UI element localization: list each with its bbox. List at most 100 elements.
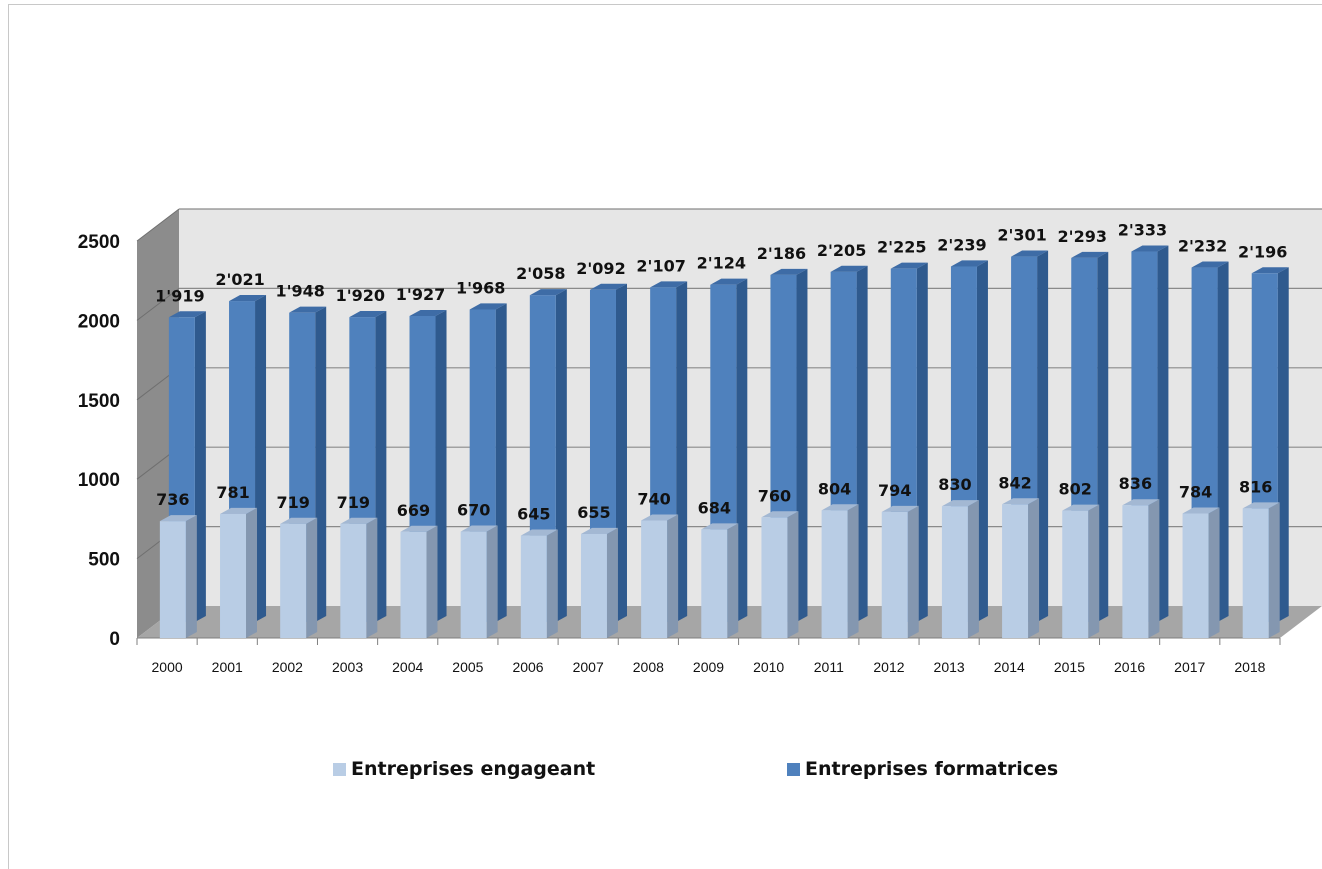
bar-formatrices [589, 283, 627, 622]
data-label: 1'920 [336, 286, 385, 305]
data-label: 2'124 [697, 254, 746, 273]
bar-engageant [580, 527, 618, 638]
x-tick-label: 2010 [753, 659, 784, 675]
x-tick-label: 2007 [573, 659, 604, 675]
chart-frame [8, 4, 1322, 869]
bar-engageant [1002, 498, 1040, 638]
bar-top [280, 517, 318, 524]
bar-side [185, 515, 197, 638]
x-axis: 2000 2001 2002 2003 2004 2005 2006 2007 2008 2009… [136, 637, 1281, 675]
data-label: 669 [397, 501, 430, 520]
bar-side [1088, 504, 1100, 638]
data-label: 719 [337, 493, 370, 512]
bar-engageant [761, 511, 799, 638]
bar-top [1191, 261, 1229, 268]
bar-front [641, 520, 668, 638]
data-label: 1'919 [155, 286, 204, 305]
bar-side [967, 500, 979, 638]
bar-top [941, 500, 979, 507]
legend-item-engageant: Entreprises engageant [333, 758, 595, 780]
bar-side [555, 289, 567, 622]
data-label: 2'301 [997, 226, 1046, 245]
bar-top [520, 529, 558, 536]
bar-top [220, 507, 258, 514]
legend-swatch [333, 762, 346, 776]
data-label: 2'092 [576, 259, 625, 278]
data-label: 2'232 [1178, 237, 1227, 256]
x-tick-label: 2018 [1234, 659, 1265, 675]
bar-front [220, 513, 247, 638]
data-label: 804 [818, 479, 851, 498]
bar-top [340, 517, 378, 524]
bar-side [1157, 245, 1169, 622]
y-tick-label: 1500 [78, 391, 120, 412]
x-tick-label: 2004 [392, 659, 423, 675]
legend-label: Entreprises formatrices [805, 758, 1059, 780]
bar-top [1182, 507, 1220, 514]
bar-front [1002, 504, 1029, 638]
data-label: 2'058 [516, 264, 565, 283]
x-tick-label: 2005 [452, 659, 483, 675]
bar-side [787, 511, 799, 638]
x-tick-label: 2015 [1054, 659, 1085, 675]
x-tick-label: 2017 [1174, 659, 1205, 675]
bar-side [315, 306, 327, 622]
data-label: 802 [1059, 480, 1092, 499]
data-label: 684 [698, 498, 731, 517]
y-tick-label: 1000 [78, 470, 120, 491]
bar-engageant [159, 515, 197, 638]
data-label: 670 [457, 501, 490, 520]
bar-front [761, 517, 788, 638]
y-tick-label: 2500 [78, 232, 120, 253]
legend-label: Entreprises engageant [351, 758, 596, 780]
bar-top [168, 311, 206, 318]
x-tick-label: 2006 [512, 659, 543, 675]
bar-front [159, 521, 186, 638]
legend-swatch [787, 762, 800, 776]
bar-side [306, 517, 318, 638]
bar-top [761, 511, 799, 518]
bar-engageant [701, 523, 739, 638]
bar-side [847, 504, 859, 638]
bar-side [1037, 250, 1049, 622]
data-label: 836 [1119, 474, 1152, 493]
data-label: 2'107 [636, 256, 685, 275]
x-tick-label: 2016 [1114, 659, 1145, 675]
data-label: 2'186 [757, 244, 806, 263]
bar-top [1071, 251, 1109, 258]
x-tick-label: 2009 [693, 659, 724, 675]
data-label: 2'293 [1058, 227, 1107, 246]
bar-top [1242, 502, 1280, 509]
bar-top [1011, 250, 1049, 257]
bar-front [1182, 513, 1209, 638]
bar-engageant [1242, 502, 1280, 638]
bar-front [580, 533, 607, 638]
bar-side [194, 311, 206, 622]
data-label: 719 [276, 493, 309, 512]
bar-top [229, 295, 267, 302]
bar-engageant [881, 505, 919, 638]
bar-side [1028, 498, 1040, 638]
bar-front [1242, 508, 1269, 638]
bar-side [495, 303, 507, 622]
bar-engageant [1182, 507, 1220, 638]
bar-engageant [280, 517, 318, 638]
bar-front [340, 523, 367, 638]
bar-engageant [641, 514, 679, 638]
bar-engageant [460, 525, 498, 638]
bar-engageant [1062, 504, 1100, 638]
bar-front [520, 535, 547, 638]
data-label: 2'205 [817, 241, 866, 260]
bar-front [821, 510, 848, 638]
x-tick-label: 2002 [272, 659, 303, 675]
bar-side [1208, 507, 1220, 638]
y-tick-label: 500 [88, 550, 120, 571]
data-label: 2'021 [215, 270, 264, 289]
bar-top [821, 504, 859, 511]
bar-top [1251, 267, 1289, 274]
bar-engageant [520, 529, 558, 638]
data-label: 736 [156, 490, 189, 509]
bar-top [701, 523, 739, 530]
bar-side [246, 507, 258, 638]
